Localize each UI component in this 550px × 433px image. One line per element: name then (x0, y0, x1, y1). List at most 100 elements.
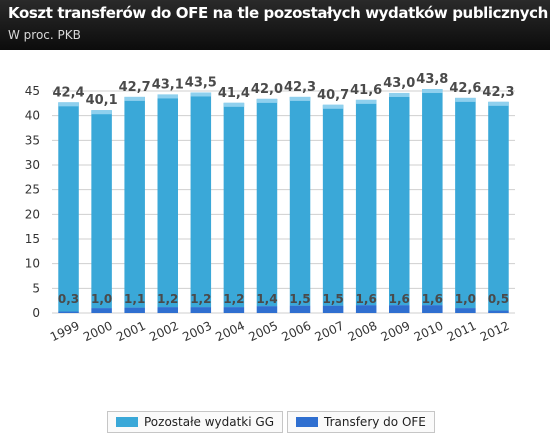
legend-label-other-spending: Pozostałe wydatki GG (144, 415, 274, 429)
data-label-total: 42,0 (251, 82, 283, 97)
x-tick-label: 2010 (412, 319, 446, 345)
bar-top-highlight (223, 102, 245, 107)
bar-top-highlight (256, 98, 278, 103)
bar-top-highlight (355, 99, 377, 104)
bar-top-highlight (388, 92, 410, 97)
legend-item-ofe-transfers: Transfery do OFE (287, 411, 435, 433)
data-label-total: 42,3 (482, 85, 514, 100)
x-tick-label: 2007 (313, 319, 347, 345)
x-tick-label: 2006 (280, 319, 314, 345)
data-label-ofe: 1,0 (91, 292, 112, 306)
bar-top-highlight (157, 94, 179, 99)
data-label-total: 40,7 (317, 88, 349, 103)
bar-other-spending (355, 99, 377, 306)
bar-other-spending (388, 92, 410, 306)
y-tick-label: 25 (25, 183, 40, 197)
x-tick-label: 2011 (445, 319, 479, 345)
x-tick-label: 2009 (379, 319, 413, 345)
data-label-ofe: 0,5 (488, 292, 509, 306)
data-label-ofe: 1,4 (256, 292, 277, 306)
data-label-ofe: 1,2 (190, 292, 211, 306)
x-tick-label: 2003 (180, 319, 214, 345)
bar-other-spending (223, 102, 245, 308)
chart-area: 0 5 10 15 20 25 30 35 40 45 42,4 0,3 1999 40,1 1,0 2000… (0, 50, 550, 433)
legend-swatch-ofe-transfers (296, 417, 318, 427)
bar-ofe-transfers (58, 311, 79, 313)
bar-ofe-transfers (455, 308, 476, 313)
bar-other-spending (58, 102, 79, 312)
bar-other-spending (190, 92, 212, 308)
bar-other-spending (289, 96, 311, 306)
data-label-ofe: 1,2 (223, 292, 244, 306)
bar-ofe-transfers (488, 310, 509, 313)
data-label-total: 43,1 (152, 77, 184, 92)
bar-ofe-transfers (322, 305, 344, 313)
x-tick-label: 2012 (478, 319, 512, 345)
bar-other-spending (91, 110, 112, 309)
x-tick-label: 2000 (81, 319, 115, 345)
bar-top-highlight (91, 110, 112, 115)
bar-ofe-transfers (289, 305, 311, 313)
y-tick-label: 45 (25, 84, 40, 98)
bar-ofe-transfers (91, 308, 112, 313)
bar-top-highlight (58, 102, 79, 107)
data-label-ofe: 1,6 (356, 292, 377, 306)
bar-top-highlight (488, 101, 509, 106)
y-tick-label: 40 (25, 109, 40, 123)
data-label-ofe: 1,6 (422, 292, 443, 306)
data-label-ofe: 1,2 (157, 292, 178, 306)
bar-ofe-transfers (388, 305, 410, 313)
legend-swatch-other-spending (116, 417, 138, 427)
bar-ofe-transfers (157, 307, 179, 313)
data-label-total: 43,0 (383, 76, 415, 91)
bar-other-spending (322, 104, 344, 306)
bar-top-highlight (124, 96, 145, 101)
x-tick-label: 2005 (246, 319, 280, 345)
bar-ofe-transfers (124, 307, 145, 313)
bar-top-highlight (289, 96, 311, 101)
data-label-total: 43,5 (185, 75, 217, 90)
y-tick-label: 0 (32, 306, 40, 320)
x-tick-label: 2004 (213, 319, 247, 345)
bar-ofe-transfers (256, 306, 278, 313)
data-label-total: 42,7 (119, 80, 151, 95)
data-label-total: 41,6 (350, 83, 382, 98)
x-tick-label: 2001 (114, 319, 148, 345)
data-label-ofe: 1,6 (389, 292, 410, 306)
chart-header: Koszt transferów do OFE na tle pozostały… (0, 0, 550, 50)
bar-top-highlight (190, 92, 212, 97)
y-tick-label: 35 (25, 133, 40, 147)
data-label-ofe: 1,5 (289, 292, 310, 306)
bar-ofe-transfers (190, 307, 212, 313)
bar-top-highlight (322, 104, 344, 109)
y-tick-label: 15 (25, 232, 40, 246)
x-tick-label: 1999 (48, 319, 82, 345)
legend-label-ofe-transfers: Transfery do OFE (324, 415, 426, 429)
bar-other-spending (256, 98, 278, 307)
data-label-total: 43,8 (416, 72, 448, 87)
data-label-ofe: 1,1 (124, 292, 145, 306)
bar-other-spending (157, 94, 179, 308)
legend-item-other-spending: Pozostałe wydatki GG (107, 411, 283, 433)
bar-ofe-transfers (223, 307, 245, 313)
bar-top-highlight (455, 97, 476, 102)
y-tick-label: 5 (32, 281, 40, 295)
x-tick-label: 2002 (147, 319, 181, 345)
data-label-ofe: 1,5 (322, 292, 343, 306)
chart-legend: Pozostałe wydatki GG Transfery do OFE (107, 411, 437, 433)
bar-other-spending (124, 96, 145, 308)
bar-chart: 0 5 10 15 20 25 30 35 40 45 42,4 0,3 1999 40,1 1,0 2000… (25, 72, 515, 345)
data-label-total: 40,1 (86, 93, 118, 108)
data-label-ofe: 1,0 (455, 292, 476, 306)
bar-other-spending (488, 101, 509, 311)
y-tick-label: 10 (25, 257, 40, 271)
chart-subtitle: W proc. PKB (8, 28, 81, 42)
y-tick-label: 30 (25, 158, 40, 172)
data-label-total: 42,6 (449, 81, 481, 96)
bar-other-spending (455, 97, 476, 309)
bar-ofe-transfers (355, 305, 377, 313)
bar-top-highlight (422, 89, 443, 94)
bar-ofe-transfers (422, 305, 443, 313)
data-label-total: 42,4 (52, 85, 84, 100)
data-label-ofe: 0,3 (58, 292, 79, 306)
